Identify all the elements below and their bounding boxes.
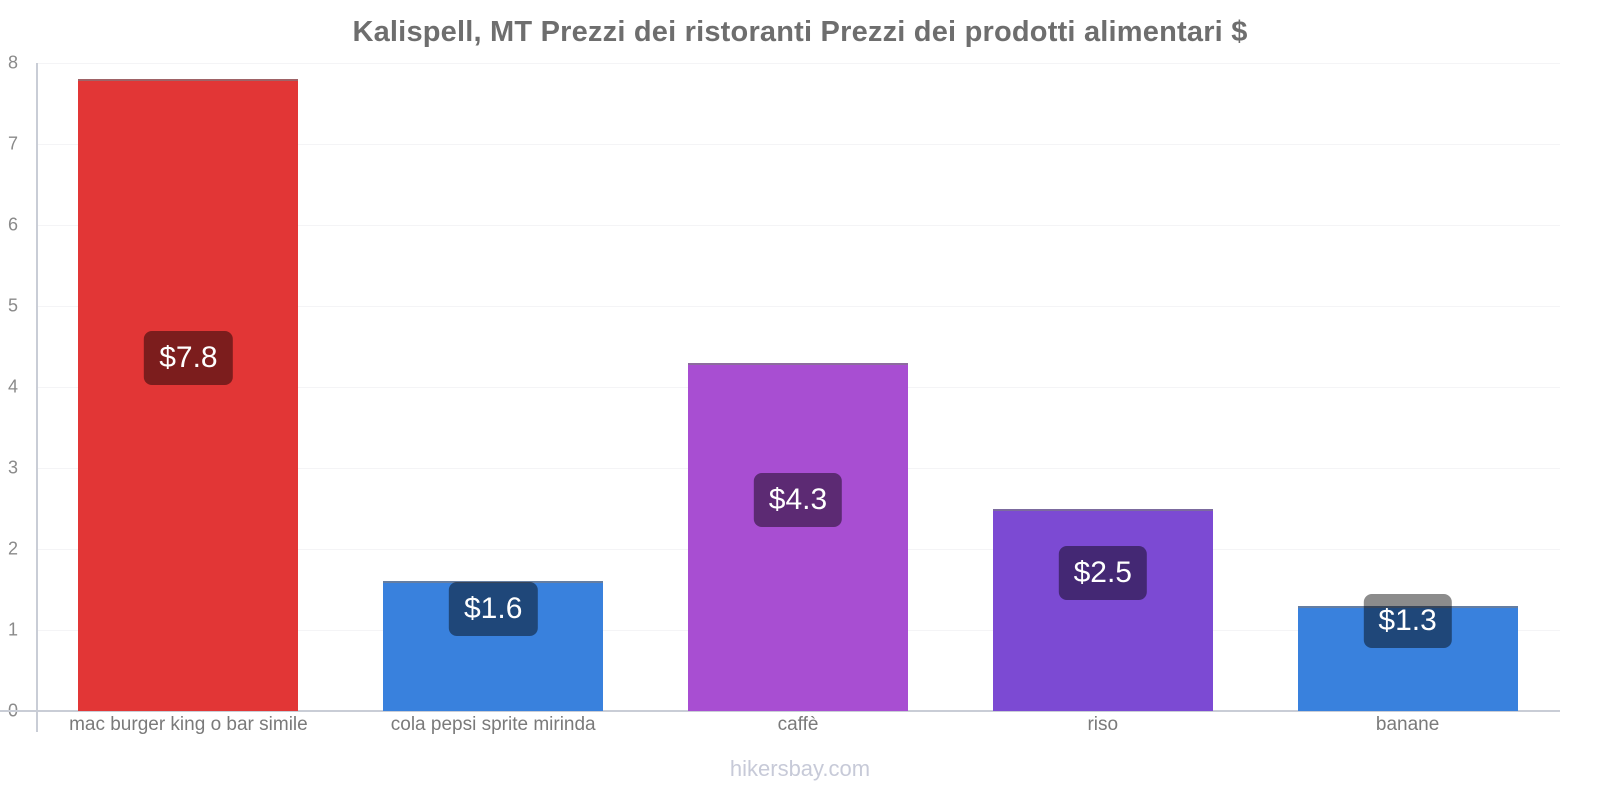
gridline [36,225,1560,226]
value-badge: $1.6 [448,582,538,637]
x-category-label: banane [1375,714,1440,735]
gridline [36,306,1560,307]
value-badge: $7.8 [144,331,233,386]
y-tick-label: 3 [8,457,19,478]
y-tick-label: 8 [8,52,19,73]
x-category-label: riso [1087,714,1119,735]
bar[interactable] [1297,605,1518,711]
y-tick-label: 4 [8,376,19,397]
bar[interactable] [992,508,1213,711]
x-axis-line [0,710,1560,712]
watermark-link: hikersbay.com [729,756,871,781]
gridline [36,144,1560,145]
y-tick-label: 1 [8,619,19,640]
bar[interactable] [688,362,908,711]
y-tick-label: 6 [8,214,19,235]
x-category-label: cola pepsi sprite mirinda [390,714,596,735]
gridline [36,63,1560,64]
y-tick-label: 2 [8,538,19,559]
x-category-label: mac burger king o bar simile [69,714,308,735]
y-axis-line [36,63,38,732]
value-badge: $1.3 [1363,594,1452,649]
bar[interactable] [383,581,604,711]
value-badge: $4.3 [753,472,843,527]
y-tick-label: 5 [8,295,19,316]
chart-title: Kalispell, MT Prezzi dei ristoranti Prez… [352,16,1248,48]
bar[interactable] [78,79,299,711]
value-badge: $2.5 [1058,545,1147,600]
y-tick-label: 7 [8,133,19,154]
x-category-label: caffè [777,714,819,735]
